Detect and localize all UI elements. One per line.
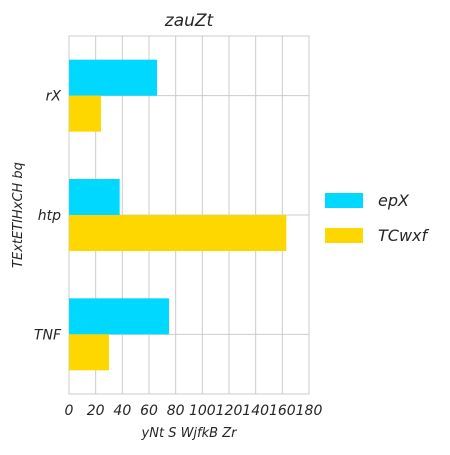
x-axis-label: yNt S WjfkB Zr [141, 426, 239, 441]
x-tick-label: 140 [242, 403, 269, 419]
y-tick-label: rX [46, 89, 62, 105]
legend-swatch-TCwxf [325, 228, 363, 243]
x-tick-label: 100 [189, 403, 216, 419]
y-tick-labels: rX htp TNF [34, 89, 62, 344]
bar-epX-htp [69, 179, 120, 215]
x-tick-label: 80 [167, 403, 185, 419]
x-tick-label: 0 [65, 403, 74, 419]
legend-label-TCwxf: TCwxf [378, 226, 430, 245]
bar-TCwxf-htp [69, 215, 287, 251]
bar-epX-TNF [69, 298, 169, 335]
legend-swatch-epX [325, 193, 363, 208]
x-tick-label: 120 [216, 403, 243, 419]
y-tick-label: htp [38, 208, 61, 224]
bars [69, 59, 287, 371]
legend: epX TCwxf [325, 191, 430, 245]
y-axis-label: TExtETIHxCH bq [11, 162, 26, 268]
bar-TCwxf-rX [69, 95, 101, 132]
y-tick-label: TNF [34, 327, 62, 343]
x-tick-label: 60 [140, 403, 158, 419]
x-tick-label: 160 [269, 403, 296, 419]
bar-TCwxf-TNF [69, 334, 109, 371]
x-tick-label: 40 [113, 403, 131, 419]
x-tick-label: 180 [296, 403, 323, 419]
x-tick-labels: 0 20 40 60 80 100 120 140 160 180 [65, 403, 323, 419]
legend-label-epX: epX [378, 191, 410, 210]
x-tick-label: 20 [87, 403, 105, 419]
chart-title: zauZt [164, 11, 215, 31]
bar-epX-rX [69, 59, 157, 96]
